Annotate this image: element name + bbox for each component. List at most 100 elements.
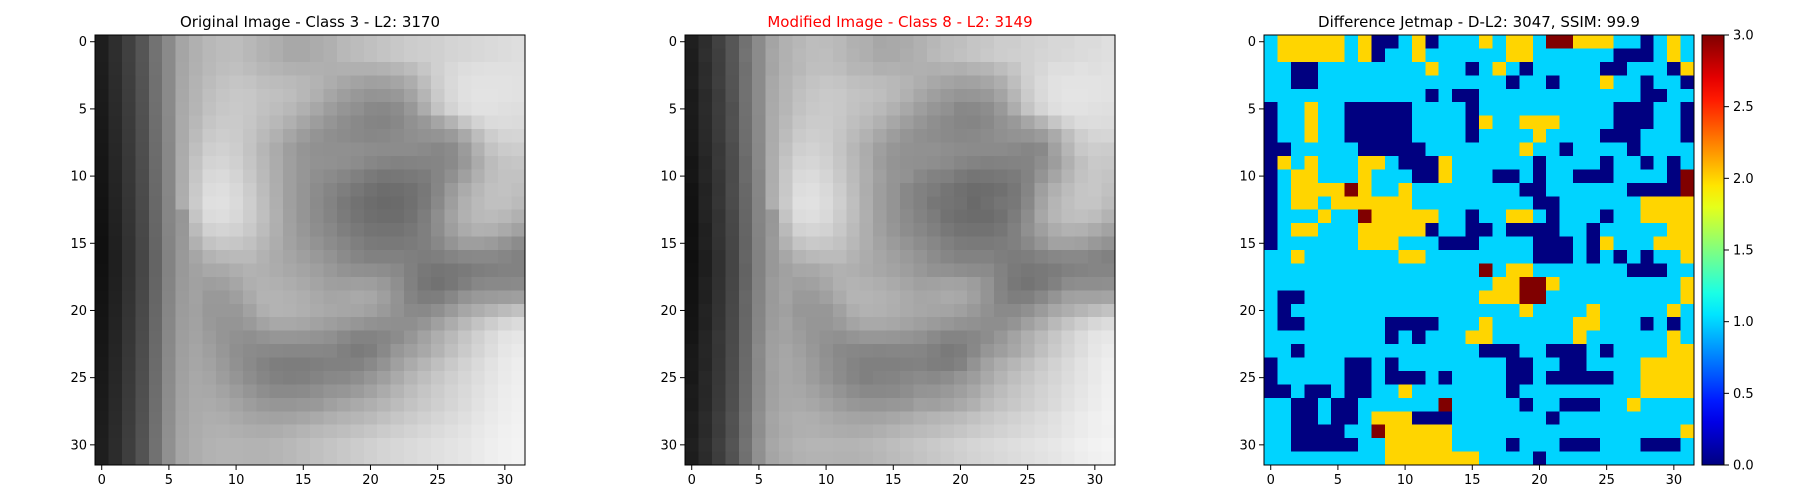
heatmap-cell (725, 357, 740, 372)
heatmap-cell (1344, 155, 1359, 170)
heatmap-cell (1020, 344, 1035, 359)
heatmap-cell (1586, 182, 1601, 197)
heatmap-cell (1020, 451, 1035, 466)
heatmap-cell (846, 384, 861, 399)
heatmap-cell (1559, 451, 1574, 466)
heatmap-cell (1573, 357, 1588, 372)
heatmap-cell (377, 357, 392, 372)
heatmap-cell (994, 196, 1009, 211)
heatmap-cell (698, 236, 713, 251)
heatmap-cell (1519, 223, 1534, 238)
heatmap-cell (1546, 317, 1561, 332)
heatmap-cell (310, 290, 325, 305)
heatmap-cell (1505, 357, 1520, 372)
heatmap-cell (1277, 384, 1292, 399)
heatmap-cell (725, 303, 740, 318)
heatmap-cell (256, 384, 271, 399)
heatmap-cell (1371, 370, 1386, 385)
heatmap-cell (175, 155, 190, 170)
heatmap-cell (886, 451, 901, 466)
heatmap-cell (444, 129, 459, 144)
heatmap-cell (390, 370, 405, 385)
heatmap-cell (1344, 303, 1359, 318)
heatmap-cell (135, 61, 150, 76)
heatmap-cell (1344, 115, 1359, 130)
heatmap-cell (913, 61, 928, 76)
heatmap-cell (765, 250, 780, 265)
heatmap-cell (202, 182, 217, 197)
heatmap-cell (1101, 48, 1116, 63)
heatmap-cell (202, 330, 217, 345)
heatmap-cell (430, 35, 445, 50)
heatmap-cell (283, 169, 298, 184)
heatmap-cell (1074, 35, 1089, 50)
heatmap-cell (336, 370, 351, 385)
heatmap-cell (336, 61, 351, 76)
heatmap-cell (1317, 75, 1332, 90)
heatmap-cell (685, 182, 700, 197)
chart-title: Modified Image - Class 8 - L2: 3149 (767, 13, 1032, 31)
heatmap-cell (1465, 451, 1480, 466)
heatmap-cell (1452, 263, 1467, 278)
heatmap-cell (1371, 35, 1386, 50)
heatmap-cell (1667, 196, 1682, 211)
heatmap-cell (1304, 182, 1319, 197)
heatmap-cell (229, 223, 244, 238)
heatmap-cell (1088, 384, 1103, 399)
heatmap-cell (1599, 290, 1614, 305)
heatmap-cell (1074, 250, 1089, 265)
heatmap-cell (1290, 115, 1305, 130)
heatmap-cell (336, 142, 351, 157)
heatmap-cell (162, 250, 177, 265)
x-tick-label: 30 (497, 473, 514, 488)
heatmap-cell (859, 276, 874, 291)
heatmap-cell (926, 142, 941, 157)
heatmap-cell (1101, 196, 1116, 211)
heatmap-cell (404, 411, 419, 426)
heatmap-cell (1653, 411, 1668, 426)
heatmap-cell (846, 182, 861, 197)
heatmap-cell (1559, 75, 1574, 90)
heatmap-cell (765, 48, 780, 63)
heatmap-cell (1304, 223, 1319, 238)
heatmap-cell (242, 182, 257, 197)
x-tick-label: 10 (1397, 473, 1414, 488)
heatmap-cell (738, 451, 753, 466)
heatmap-cell (229, 303, 244, 318)
heatmap-cell (738, 102, 753, 117)
heatmap-cell (1344, 290, 1359, 305)
heatmap-cell (1411, 276, 1426, 291)
heatmap-cell (1047, 438, 1062, 453)
heatmap-cell (1304, 303, 1319, 318)
heatmap-cell (363, 102, 378, 117)
heatmap-cell (430, 384, 445, 399)
heatmap-cell (738, 424, 753, 439)
heatmap-cell (1465, 155, 1480, 170)
heatmap-cell (95, 263, 110, 278)
heatmap-cell (511, 250, 526, 265)
heatmap-cell (1384, 102, 1399, 117)
heatmap-cell (1599, 330, 1614, 345)
heatmap-cell (1034, 48, 1049, 63)
heatmap-cell (1411, 61, 1426, 76)
heatmap-cell (1398, 303, 1413, 318)
heatmap-cell (1290, 303, 1305, 318)
heatmap-cell (1438, 61, 1453, 76)
heatmap-cell (1640, 88, 1655, 103)
heatmap-cell (1559, 317, 1574, 332)
heatmap-cell (752, 35, 767, 50)
heatmap-cell (1640, 61, 1655, 76)
heatmap-cell (498, 182, 513, 197)
heatmap-cell (1331, 35, 1346, 50)
heatmap-cell (953, 397, 968, 412)
heatmap-cell (404, 276, 419, 291)
heatmap-cell (1599, 236, 1614, 251)
heatmap-cell (1505, 75, 1520, 90)
heatmap-cell (738, 169, 753, 184)
heatmap-cell (1020, 75, 1035, 90)
heatmap-cell (1317, 61, 1332, 76)
heatmap-cell (1599, 142, 1614, 157)
heatmap-cell (1465, 48, 1480, 63)
heatmap-cell (1007, 48, 1022, 63)
heatmap-cell (296, 182, 311, 197)
